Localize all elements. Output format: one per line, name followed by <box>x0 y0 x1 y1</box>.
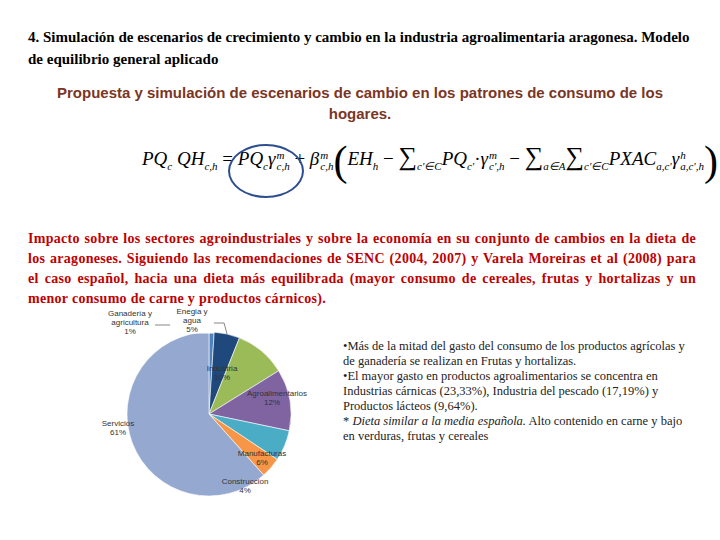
formula-sub: a,c',h <box>680 161 704 172</box>
formula-symbol: γ <box>268 148 276 169</box>
formula-part: PQc <box>142 148 172 169</box>
slice-label: Ganadería y agricultura1% <box>105 309 155 336</box>
formula-part: γmc,h <box>268 148 290 169</box>
formula-sup: h <box>680 150 704 161</box>
formula-symbol: QH <box>172 148 204 169</box>
bullet-text: •Más de la mitad del gasto del consumo d… <box>343 339 685 368</box>
bullet: •Más de la mitad del gasto del consumo d… <box>343 339 695 369</box>
heading: 4. Simulación de escenarios de crecimien… <box>28 26 703 70</box>
formula-index: mc,h <box>277 150 290 172</box>
formula-sup: m <box>489 150 505 161</box>
slice-label: Enegia y agua5% <box>170 307 214 334</box>
formula-symbol: − <box>378 148 398 169</box>
formula-sub: c,h <box>277 161 290 172</box>
formula-part: · <box>474 148 480 169</box>
slice-label: Industria10% <box>202 364 242 382</box>
slice-value: 61% <box>96 428 140 437</box>
formula-part: βmc,h <box>310 148 334 169</box>
formula-sup: m <box>320 150 333 161</box>
slice-name: Agroalimentarios <box>247 389 297 398</box>
slice-label: Construccion4% <box>220 477 270 495</box>
slice-label: Servicios61% <box>96 419 140 437</box>
formula-part: γha,c',h <box>672 148 704 169</box>
slice-value: 5% <box>170 325 214 334</box>
formula-part: EHh <box>347 148 378 169</box>
formula-sub: c' <box>467 160 474 172</box>
subtitle: Propuesta y simulación de escenarios de … <box>30 82 690 124</box>
formula-symbol: EH <box>347 148 372 169</box>
formula-part: − <box>378 148 398 169</box>
formula-part: ) <box>704 148 718 169</box>
slice-label: Agroalimentarios12% <box>247 389 297 407</box>
formula-sub: a∈A <box>543 160 565 172</box>
formula-symbol: β <box>310 148 319 169</box>
bullet-text: •El mayor gasto en productos agroaliment… <box>343 369 658 413</box>
formula-sub: h <box>373 160 379 172</box>
slice-name: Manufacturas <box>237 449 287 458</box>
formula-sub: c'∈C <box>417 160 442 172</box>
formula-sub: c <box>263 160 268 172</box>
formula-part: QHc,h <box>172 148 217 169</box>
formula-symbol: − <box>505 148 525 169</box>
formula-symbol: ∑ <box>399 142 418 171</box>
formula-symbol: ∑ <box>525 142 544 171</box>
formula-sup: m <box>277 150 290 161</box>
formula-part: ∑c'∈C <box>399 148 442 169</box>
formula-symbol: PQ <box>238 148 263 169</box>
formula-index: mc',h <box>489 150 505 172</box>
bullet-italic: Dieta similar a la media española. <box>352 414 526 428</box>
slice-name: Ganadería y agricultura <box>105 309 155 327</box>
slice-name: Servicios <box>96 419 140 428</box>
formula-part: PXACa,c' <box>609 148 672 169</box>
formula-part: + <box>290 148 310 169</box>
formula-sub: c <box>167 160 172 172</box>
formula-sub: c,h <box>320 161 333 172</box>
formula-highlight-circle <box>228 144 304 198</box>
slice-value: 6% <box>237 458 287 467</box>
bullet: •El mayor gasto en productos agroaliment… <box>343 369 695 414</box>
formula-part: ∑a∈A <box>525 148 566 169</box>
formula-part: − <box>505 148 525 169</box>
bullet-list: •Más de la mitad del gasto del consumo d… <box>343 339 695 444</box>
slice-name: Industria <box>202 364 242 373</box>
formula-sub: a,c' <box>656 160 672 172</box>
formula-symbol: γ <box>672 148 680 169</box>
formula-symbol: + <box>290 148 310 169</box>
bullet-lead: * <box>343 414 352 428</box>
formula-index: mc,h <box>320 150 333 172</box>
formula-sub: c',h <box>489 161 505 172</box>
slice-value: 1% <box>105 327 155 336</box>
formula-part: PQc' <box>442 148 475 169</box>
slice-label: Manufacturas6% <box>237 449 287 467</box>
bullet: * Dieta similar a la media española. Alt… <box>343 414 695 444</box>
formula-part: PQc <box>238 148 268 169</box>
pie-slice <box>127 332 264 496</box>
formula-part: ( <box>333 148 347 169</box>
formula-symbol: PQ <box>442 148 467 169</box>
slice-value: 12% <box>247 398 297 407</box>
slice-name: Construccion <box>220 477 270 486</box>
formula-symbol: PQ <box>142 148 167 169</box>
formula-symbol: ∑ <box>566 142 585 171</box>
slice-name: Enegia y agua <box>170 307 214 325</box>
formula-part: ∑c'∈C <box>566 148 609 169</box>
formula-symbol: · <box>474 148 480 169</box>
formula-symbol: γ <box>481 148 489 169</box>
formula-symbol: ) <box>704 138 718 184</box>
formula-symbol: ( <box>333 138 347 184</box>
formula-sub: c'∈C <box>584 160 609 172</box>
formula-symbol: PXAC <box>609 148 657 169</box>
formula-index: ha,c',h <box>680 150 704 172</box>
formula-part: γmc',h <box>481 148 505 169</box>
formula-sub: c,h <box>204 160 217 172</box>
slice-value: 4% <box>220 486 270 495</box>
slice-value: 10% <box>202 373 242 382</box>
pie-chart <box>0 0 720 540</box>
paragraph: Impacto sobre los sectores agroindustria… <box>28 229 696 309</box>
